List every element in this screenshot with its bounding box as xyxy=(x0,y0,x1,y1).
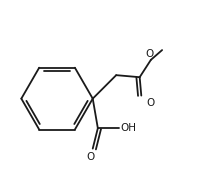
Text: O: O xyxy=(86,152,95,162)
Text: O: O xyxy=(146,49,154,59)
Text: O: O xyxy=(146,98,155,108)
Text: OH: OH xyxy=(120,123,136,133)
